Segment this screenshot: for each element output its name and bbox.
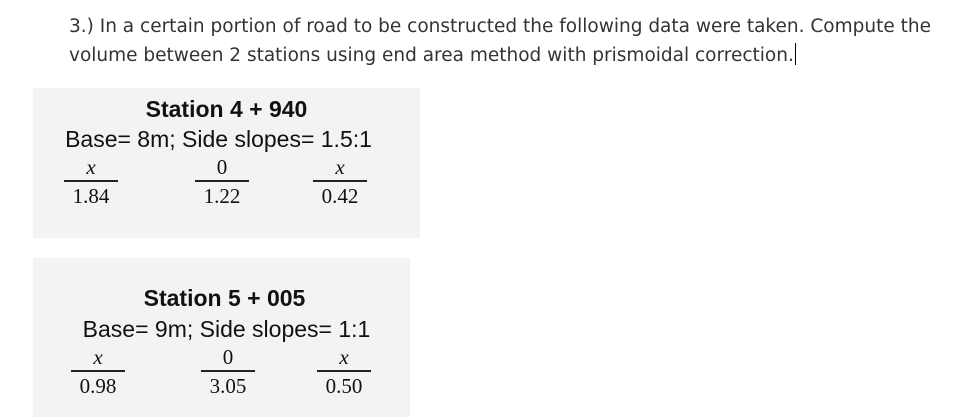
cross-section-center: 0 3.05 <box>193 344 263 400</box>
text-cursor <box>794 43 796 65</box>
station-title: Station 4 + 940 <box>145 96 308 122</box>
station-subtitle: Base= 9m; Side slopes= 1:1 <box>82 316 371 342</box>
cross-section-right: x 0.42 <box>305 154 375 210</box>
cross-section-right: x 0.50 <box>309 344 379 400</box>
station-subtitle: Base= 8m; Side slopes= 1.5:1 <box>65 126 372 152</box>
station-2-image: Station 5 + 005 Base= 9m; Side slopes= 1… <box>33 258 410 417</box>
cross-section-left: x 1.84 <box>56 154 126 210</box>
station-1-image: Station 4 + 940 Base= 8m; Side slopes= 1… <box>33 88 420 238</box>
station-title: Station 5 + 005 <box>143 285 306 311</box>
cross-section-center: 0 1.22 <box>187 154 257 210</box>
question-body: 3.) In a certain portion of road to be c… <box>69 16 931 66</box>
cross-section-left: x 0.98 <box>63 344 133 400</box>
question-text: 3.) In a certain portion of road to be c… <box>69 12 959 70</box>
